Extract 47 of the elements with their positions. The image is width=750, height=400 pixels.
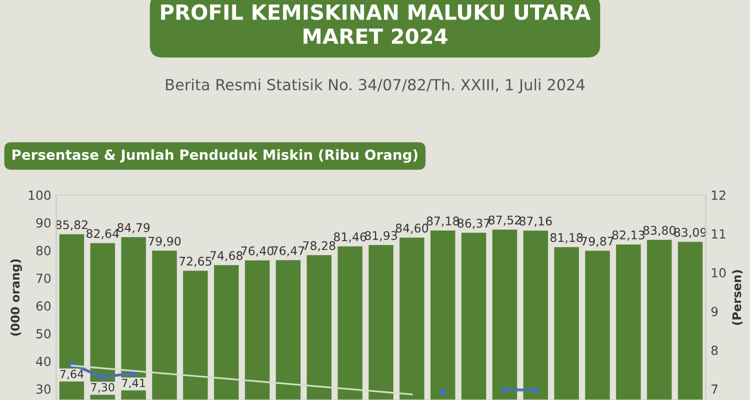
y-tick-label: 100	[28, 190, 51, 200]
data-label: 84,79	[117, 223, 150, 234]
data-label: 83,09	[674, 228, 706, 238]
y2-tick-label: 9	[711, 306, 718, 316]
data-label: 76,40	[241, 246, 274, 257]
y-tick-label: 30	[36, 384, 51, 394]
data-label: 87,16	[520, 216, 552, 227]
y-tick-label: 70	[36, 274, 51, 284]
data-label: 7,41	[122, 378, 145, 388]
y2-tick-label: 10	[712, 268, 726, 278]
y-axis-title: (000 orang)	[10, 259, 22, 336]
data-label: 82,13	[612, 230, 644, 241]
point	[501, 386, 508, 394]
text: Persentase & Jumlah Penduduk Miskin (Ribu Orang)	[12, 149, 418, 163]
data-label: 81,93	[364, 231, 397, 242]
data-label: 7,64	[60, 370, 84, 380]
y2-tick-label: 7	[712, 384, 718, 394]
chart-subtitle: Berita Resmi Statisik No. 34/07/82/Th. XXIII, 1 Juli 2024	[166, 78, 585, 94]
y-tick-label: 80	[36, 246, 51, 256]
data-label: 76,47	[272, 246, 304, 256]
data-label: 83,80	[643, 226, 676, 236]
y2-tick-label: 12	[712, 190, 726, 200]
data-label: 74,68	[210, 251, 242, 262]
point	[99, 374, 106, 381]
data-label: 72,65	[180, 256, 212, 267]
data-label: 85,82	[56, 220, 88, 230]
y2-axis-title: (Persen)	[732, 270, 743, 325]
data-label: 84,60	[396, 224, 428, 234]
data-label: 87,52	[488, 216, 520, 226]
data-label: 79,87	[582, 236, 614, 247]
y2-tick-label: 8	[711, 346, 718, 356]
y-tick-label: 90	[36, 218, 51, 228]
y-tick-label: 50	[36, 328, 51, 338]
y-tick-label: 40	[36, 356, 51, 366]
data-label: 79,90	[148, 236, 181, 247]
y2-tick-label: 11	[712, 229, 726, 239]
data-label: 86,37	[458, 218, 490, 229]
y-tick-label: 60	[36, 301, 51, 311]
point	[532, 386, 540, 394]
point	[439, 388, 446, 396]
data-label: 81,46	[334, 232, 366, 242]
data-label: 78,28	[303, 241, 336, 252]
data-label: 81,18	[550, 233, 583, 244]
data-label: 7,30	[91, 383, 114, 393]
data-label: 87,18	[426, 216, 459, 227]
data-label: 82,64	[86, 229, 119, 240]
chart-title: PROFIL KEMISKINAN MALUKU UTARA MARET 2024	[161, 4, 591, 44]
